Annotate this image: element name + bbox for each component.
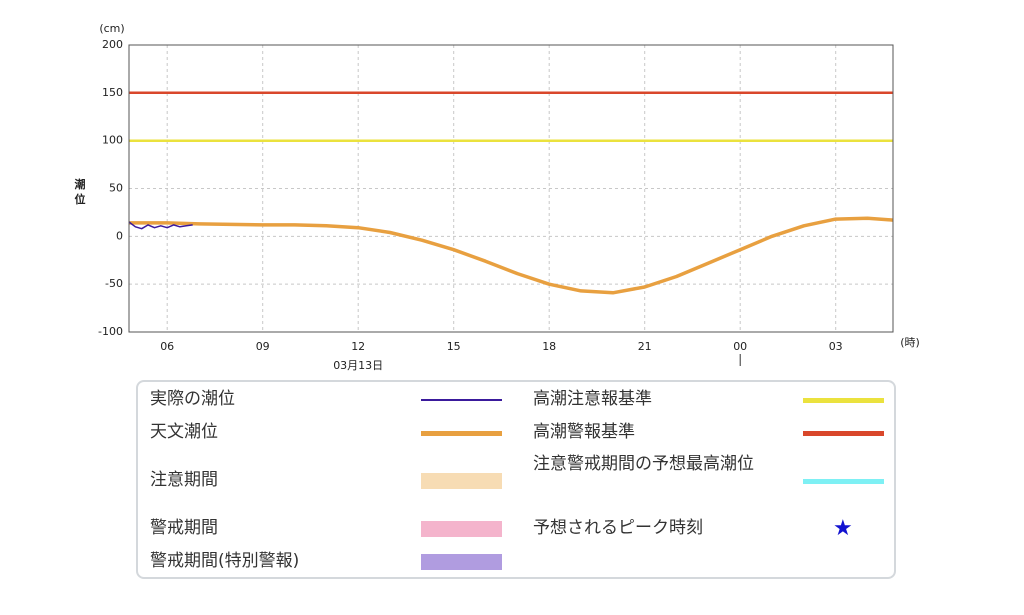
legend-band (421, 473, 502, 489)
y-tick-label: 200 (102, 38, 123, 51)
legend-label: 注意警戒期間の予想最高潮位 (533, 454, 754, 474)
legend-band (421, 554, 502, 570)
x-tick-label: 12 (351, 340, 365, 353)
y-tick-label: -100 (98, 325, 123, 338)
legend-label: 警戒期間 (150, 518, 218, 538)
legend-line (803, 430, 884, 436)
x-unit: (時) (900, 336, 920, 349)
legend-label: 警戒期間(特別警報) (150, 551, 300, 571)
series-line (129, 216, 894, 295)
x-tick-label: 18 (542, 340, 556, 353)
series-line (128, 221, 193, 230)
y-tick-label: 100 (102, 134, 123, 147)
legend-line (421, 430, 502, 436)
x-tick-label: 06 (160, 340, 174, 353)
chart: (cm) (時) 潮位 -100 -50 0 50 100 150 200 06 09 12 15 18… (75, 22, 920, 372)
legend-label: 注意期間 (150, 470, 218, 490)
date-label: 03月13日 (333, 359, 383, 372)
legend-line (421, 399, 502, 401)
y-tick-label: -50 (105, 277, 123, 290)
x-tick-label: 15 (447, 340, 461, 353)
legend-label: 予想されるピーク時刻 (533, 518, 703, 538)
x-tick-label: 09 (256, 340, 270, 353)
y-tick-label: 150 (102, 86, 123, 99)
legend-label: 高潮警報基準 (533, 422, 635, 442)
x-tick-label: 21 (638, 340, 652, 353)
x-tick-label: 00 (733, 340, 747, 353)
legend-marker: ★ (833, 516, 853, 541)
y-axis-label: 潮位 (75, 177, 86, 206)
plot-frame (128, 44, 894, 333)
x-tick-label: 03 (829, 340, 843, 353)
y-tick-label: 0 (116, 229, 123, 242)
legend-label: 天文潮位 (150, 422, 218, 442)
y-tick-label: 50 (109, 182, 123, 195)
legend-band (421, 521, 502, 537)
y-unit: (cm) (99, 22, 124, 35)
legend-label: 高潮注意報基準 (533, 389, 652, 409)
legend: 実際の潮位天文潮位注意期間警戒期間警戒期間(特別警報) 高潮注意報基準 高潮警報基準… (136, 380, 896, 579)
legend-line (803, 478, 884, 484)
legend-label: 実際の潮位 (150, 389, 235, 409)
legend-line (803, 397, 884, 403)
